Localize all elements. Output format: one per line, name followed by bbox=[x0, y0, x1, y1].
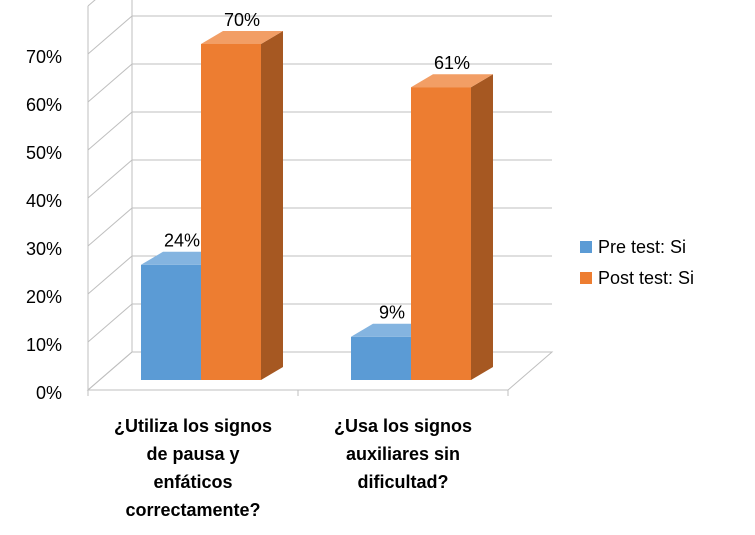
bar-top bbox=[411, 74, 493, 88]
legend-swatch bbox=[580, 241, 592, 253]
data-label: 24% bbox=[164, 231, 200, 251]
y-tick-label: 70% bbox=[26, 47, 62, 67]
y-tick-label: 10% bbox=[26, 335, 62, 355]
bar bbox=[141, 264, 201, 380]
data-label: 9% bbox=[379, 303, 405, 323]
data-label: 61% bbox=[434, 53, 470, 73]
legend-swatch bbox=[580, 272, 592, 284]
bar-top bbox=[201, 31, 283, 44]
bar bbox=[351, 336, 411, 380]
bar-side bbox=[261, 31, 283, 380]
bar bbox=[411, 87, 471, 380]
top-edge bbox=[87, 0, 96, 7]
legend-label: Post test: Si bbox=[598, 268, 694, 288]
y-tick-label: 30% bbox=[26, 239, 62, 259]
y-tick-label: 20% bbox=[26, 287, 62, 307]
data-label: 70% bbox=[224, 10, 260, 30]
bar-side bbox=[471, 74, 493, 380]
y-tick-label: 50% bbox=[26, 143, 62, 163]
grid-line bbox=[87, 63, 552, 103]
x-tick-label: ¿Utiliza los signos de pausa y enfáticos… bbox=[113, 416, 273, 520]
y-tick-label: 60% bbox=[26, 95, 62, 115]
legend-label: Pre test: Si bbox=[598, 237, 686, 257]
bar bbox=[201, 44, 261, 380]
x-tick-label: ¿Usa los signos auxiliares sin dificulta… bbox=[333, 416, 473, 492]
y-tick-label: 0% bbox=[36, 383, 62, 403]
grid-line bbox=[87, 15, 552, 55]
y-tick-label: 40% bbox=[26, 191, 62, 211]
